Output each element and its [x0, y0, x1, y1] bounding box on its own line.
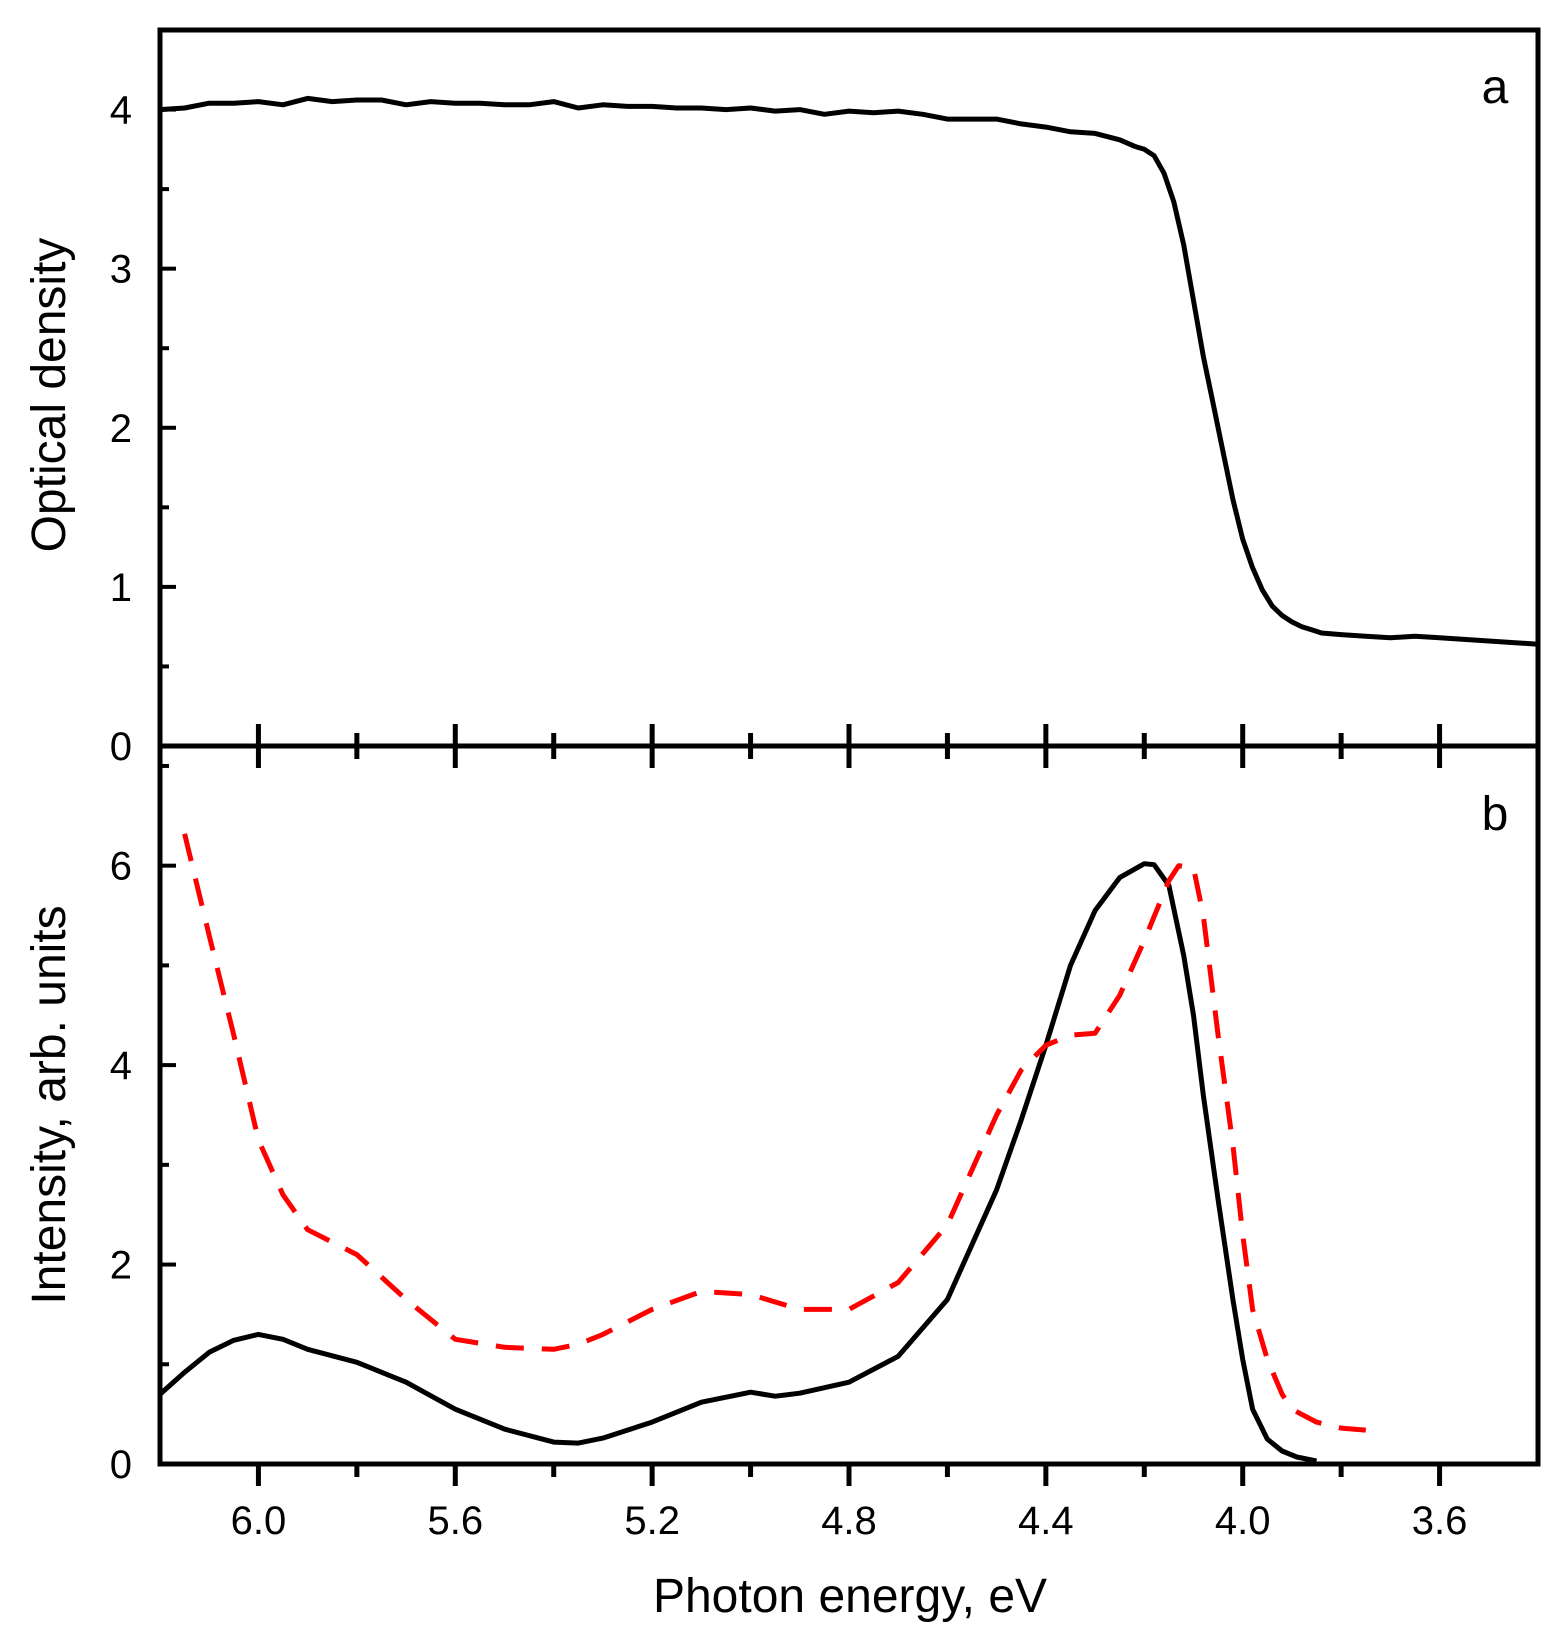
panel-a-label: a [1482, 61, 1509, 114]
series-line-b-dashed [182, 833, 1367, 1433]
y-tick-label-a: 0 [110, 725, 132, 769]
x-tick-label: 5.2 [624, 1499, 680, 1543]
x-tick-label: 4.8 [821, 1499, 877, 1543]
x-tick-label: 4.0 [1215, 1499, 1271, 1543]
y-axis-title-b: Intensity, arb. units [23, 905, 76, 1304]
series-line-a-optical-density [159, 95, 1539, 647]
x-tick-label: 6.0 [231, 1499, 287, 1543]
y-axis-title-a: Optical density [23, 238, 76, 553]
x-tick-label: 5.6 [427, 1499, 483, 1543]
panel-a: 0 1 2 3 4 a Optical density [23, 27, 1541, 769]
panel-b-frame [157, 743, 1541, 1467]
y-tick-label-b: 4 [110, 1044, 132, 1088]
y-tick-label-a: 1 [110, 566, 132, 610]
y-tick-label-a: 4 [110, 89, 132, 133]
y-tick-label-b: 6 [110, 845, 132, 889]
series-line-b-solid [158, 861, 1317, 1464]
panel-b: 0 2 4 6 6.0 5.6 5.2 4.8 4.4 4.0 3.6 b Intensity, a… [23, 743, 1541, 1623]
panel-a-frame [157, 27, 1541, 749]
x-tick-label: 4.4 [1018, 1499, 1074, 1543]
panel-b-label: b [1482, 788, 1509, 841]
x-axis-title: Photon energy, eV [653, 1570, 1047, 1623]
y-tick-label-a: 2 [110, 407, 132, 451]
x-tick-label: 3.6 [1412, 1499, 1468, 1543]
y-tick-label-b: 2 [110, 1244, 132, 1288]
y-tick-label-a: 3 [110, 248, 132, 292]
y-tick-label-b: 0 [110, 1443, 132, 1487]
